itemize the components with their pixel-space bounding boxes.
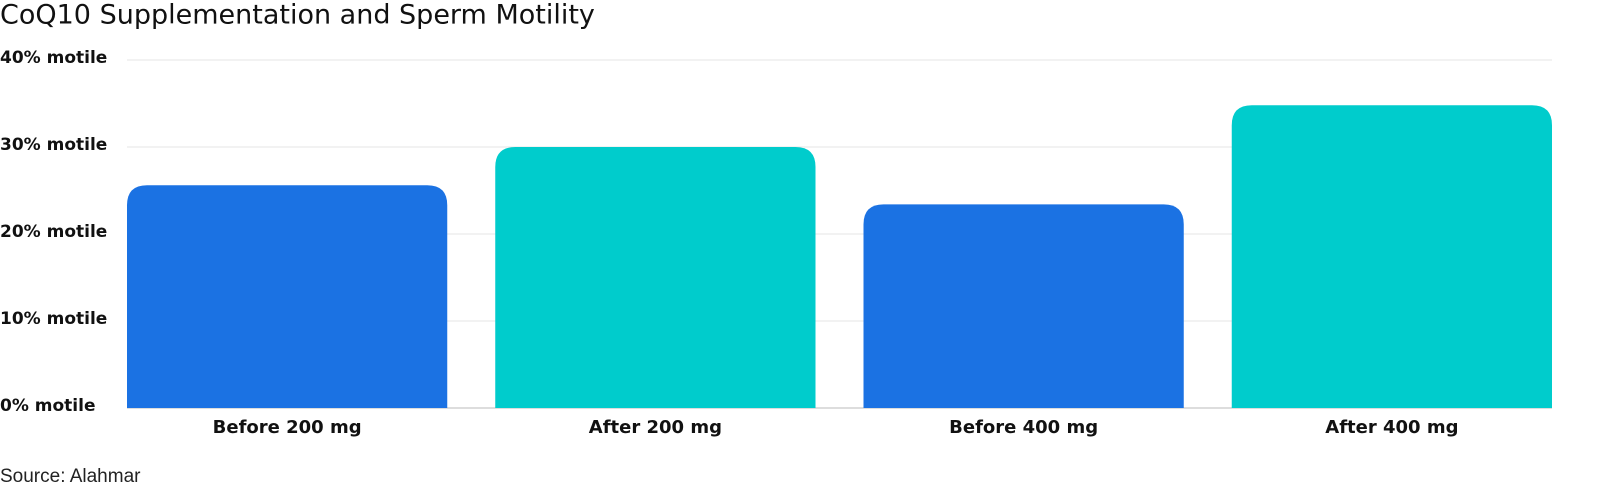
bar (127, 185, 448, 408)
chart-title: CoQ10 Supplementation and Sperm Motility (0, 0, 595, 31)
bar (1231, 105, 1552, 409)
y-tick-label: 40% motile (0, 48, 107, 68)
source-note: Source: Alahmar (0, 466, 141, 487)
x-tick-label: After 400 mg (1325, 417, 1458, 438)
y-tick-label: 20% motile (0, 222, 107, 242)
y-tick-label: 10% motile (0, 309, 107, 329)
x-tick-label: After 200 mg (589, 417, 722, 438)
bar (495, 147, 816, 408)
x-tick-label: Before 200 mg (213, 417, 362, 438)
bar (863, 204, 1184, 408)
y-tick-label: 30% motile (0, 135, 107, 155)
y-tick-label: 0% motile (0, 396, 95, 416)
x-tick-label: Before 400 mg (949, 417, 1098, 438)
